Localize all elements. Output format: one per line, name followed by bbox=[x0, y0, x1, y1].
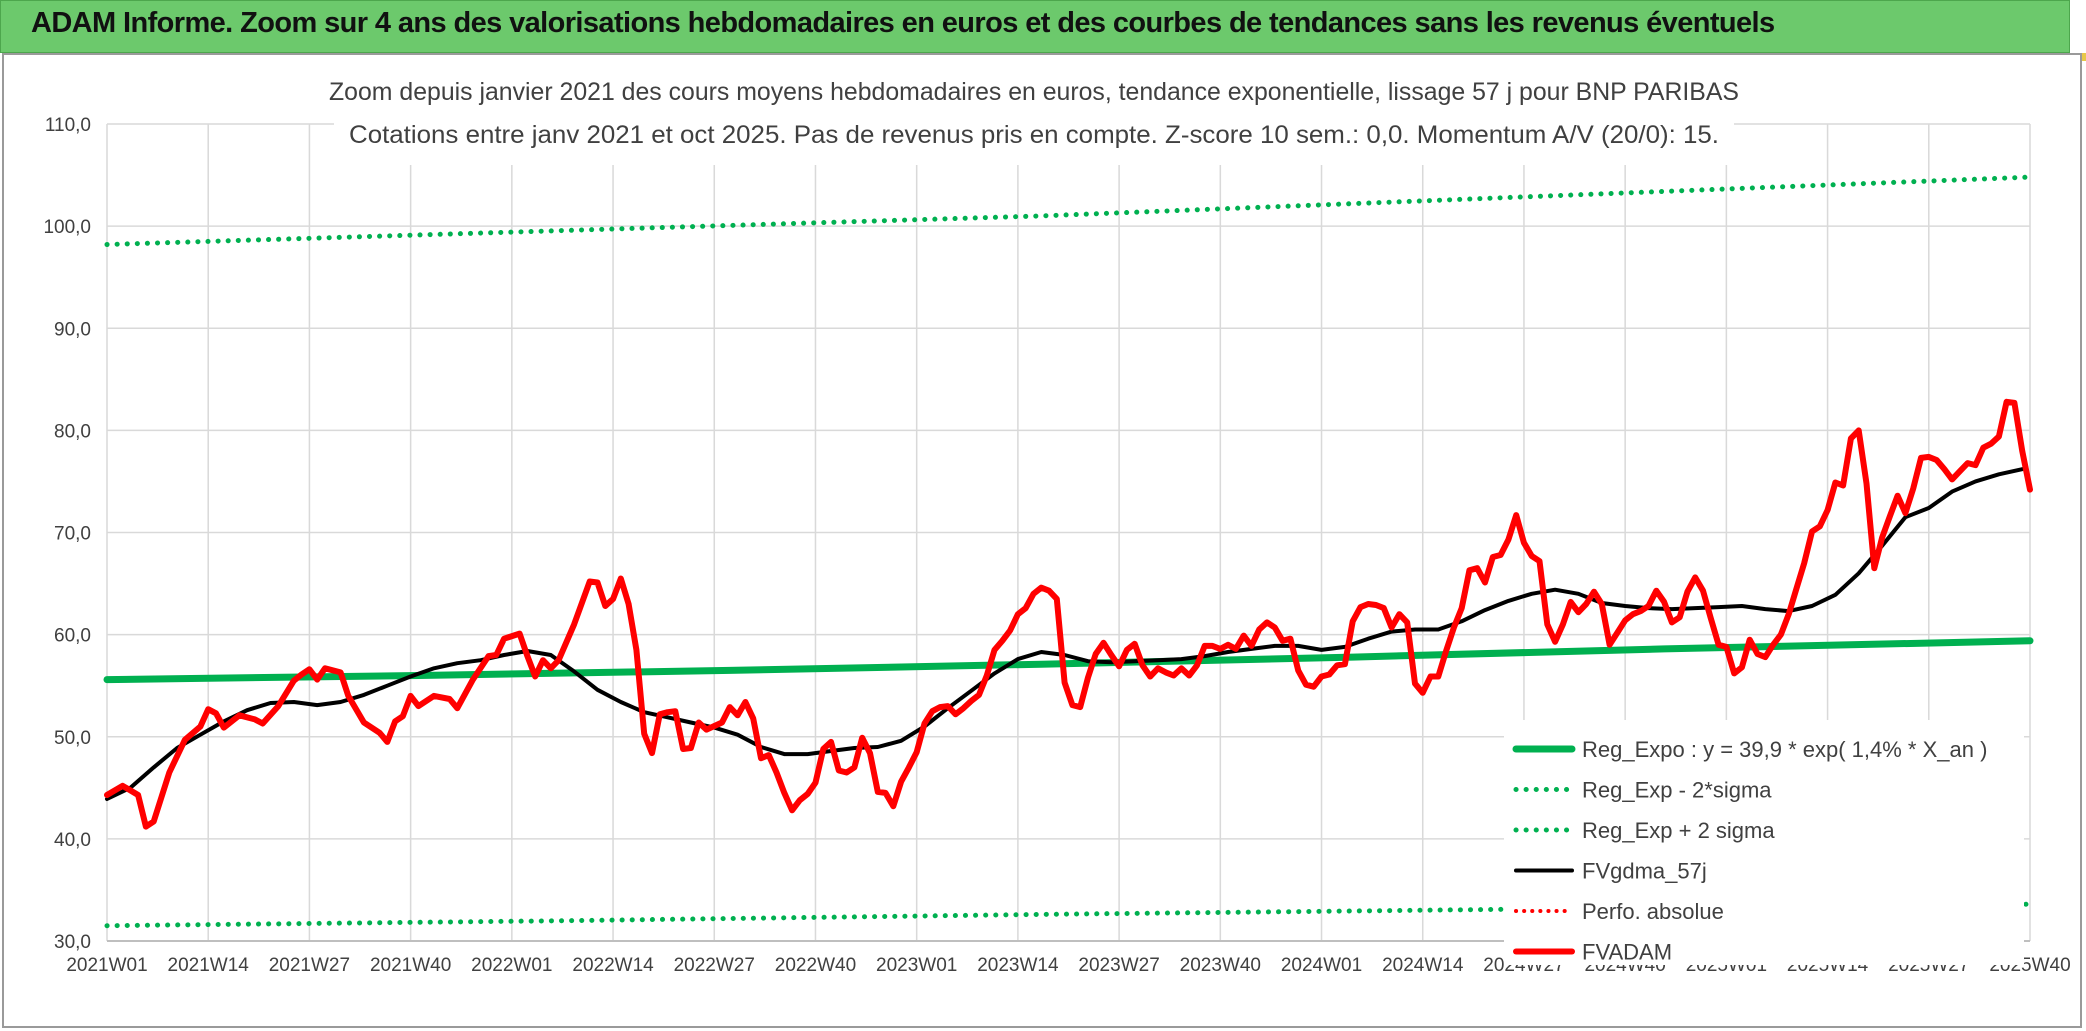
legend-label: FVgdma_57j bbox=[1582, 859, 1707, 884]
chart-title: Zoom depuis janvier 2021 des cours moyen… bbox=[329, 78, 1739, 106]
x-tick-label: 2021W40 bbox=[370, 955, 451, 976]
line-chart: 30,0 40,0 50,0 60,0 70,0 80,0 90,0 100,0 110,0 20… bbox=[43, 63, 2071, 976]
series-line-fvadam bbox=[104, 398, 2033, 830]
y-tick-label: 30,0 bbox=[54, 932, 91, 953]
chart-container: 30,0 40,0 50,0 60,0 70,0 80,0 90,0 100,0 110,0 20… bbox=[2, 53, 2082, 1028]
x-tick-label: 2022W01 bbox=[471, 955, 552, 976]
x-tick-label: 2023W14 bbox=[977, 955, 1059, 976]
x-tick-label: 2023W27 bbox=[1078, 955, 1159, 976]
x-tick-label: 2021W01 bbox=[66, 955, 147, 976]
legend: Reg_Expo : y = 39,9 * exp( 1,4% * X_an )… bbox=[1504, 720, 2024, 965]
legend-label: FVADAM bbox=[1582, 940, 1672, 965]
y-tick-label: 110,0 bbox=[45, 115, 91, 136]
y-tick-label: 50,0 bbox=[54, 728, 91, 749]
y-tick-label: 70,0 bbox=[54, 524, 91, 545]
y-tick-label: 60,0 bbox=[54, 626, 91, 647]
x-tick-label: 2021W27 bbox=[269, 955, 350, 976]
x-tick-label: 2023W40 bbox=[1180, 955, 1261, 976]
x-tick-label: 2023W01 bbox=[876, 955, 957, 976]
x-tick-label: 2024W01 bbox=[1281, 955, 1362, 976]
chart-titles: Zoom depuis janvier 2021 des cours moyen… bbox=[329, 63, 1739, 165]
y-tick-label: 40,0 bbox=[54, 830, 91, 851]
y-tick-label: 90,0 bbox=[54, 319, 91, 340]
legend-label: Reg_Expo : y = 39,9 * exp( 1,4% * X_an ) bbox=[1582, 737, 1987, 762]
x-tick-label: 2022W14 bbox=[572, 955, 654, 976]
legend-label: Reg_Exp + 2 sigma bbox=[1582, 818, 1775, 843]
x-tick-label: 2024W14 bbox=[1382, 955, 1464, 976]
report-banner: ADAM Informe. Zoom sur 4 ans des valoris… bbox=[0, 0, 2070, 53]
title-background bbox=[334, 63, 1734, 165]
series-line-reg_exp bbox=[104, 174, 2033, 247]
x-tick-label: 2021W14 bbox=[168, 955, 250, 976]
legend-background bbox=[1504, 720, 2024, 965]
x-tick-label: 2022W40 bbox=[775, 955, 856, 976]
y-tick-label: 80,0 bbox=[54, 421, 91, 442]
x-tick-label: 2022W27 bbox=[674, 955, 755, 976]
y-tick-label: 100,0 bbox=[43, 217, 91, 238]
grid bbox=[106, 123, 2031, 942]
banner-title: ADAM Informe. Zoom sur 4 ans des valoris… bbox=[31, 7, 1775, 39]
legend-label: Reg_Exp - 2*sigma bbox=[1582, 778, 1772, 803]
legend-label: Perfo. absolue bbox=[1582, 899, 1724, 924]
chart-subtitle: Cotations entre janv 2021 et oct 2025. P… bbox=[349, 121, 1719, 149]
